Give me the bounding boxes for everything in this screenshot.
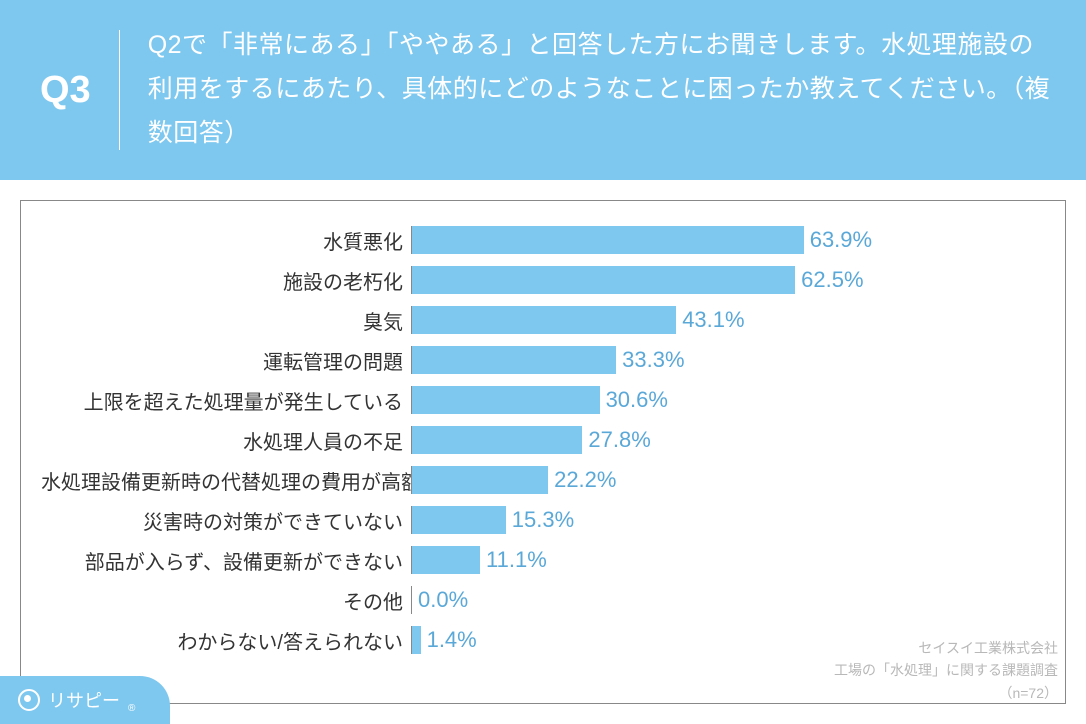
bar-track: 43.1% [411, 306, 1025, 334]
bar-row: 施設の老朽化 62.5% [41, 261, 1025, 299]
bar-label: 施設の老朽化 [41, 266, 411, 295]
bar-label: 臭気 [41, 306, 411, 335]
bar-value: 30.6% [600, 387, 668, 413]
bar-label: わからない/答えられない [41, 626, 411, 655]
credit-survey: 工場の「水処理」に関する課題調査 [834, 659, 1058, 681]
bar-value: 33.3% [616, 347, 684, 373]
chart-container: 水質悪化 63.9% 施設の老朽化 62.5% 臭気 43.1% 運転管理の問題 33.3% 上… [20, 200, 1066, 704]
bar-fill [412, 306, 676, 334]
question-text: Q2で「非常にある」「ややある」と回答した方にお聞きします。水処理施設の利用をす… [120, 24, 1056, 155]
bar-track: 22.2% [411, 466, 1025, 494]
bar-track: 33.3% [411, 346, 1025, 374]
bar-fill [412, 466, 548, 494]
bar-fill [412, 426, 582, 454]
logo-badge: リサピー ® [0, 676, 170, 724]
bar-value: 62.5% [795, 267, 863, 293]
bar-value: 22.2% [548, 467, 616, 493]
bar-label: 上限を超えた処理量が発生している [41, 386, 411, 415]
bar-label: 災害時の対策ができていない [41, 506, 411, 535]
bar-track: 63.9% [411, 226, 1025, 254]
bar-row: 上限を超えた処理量が発生している 30.6% [41, 381, 1025, 419]
footer-credit: セイスイ工業株式会社 工場の「水処理」に関する課題調査 （n=72） [834, 637, 1058, 704]
bar-value: 0.0% [412, 587, 468, 613]
bar-row: 水処理人員の不足 27.8% [41, 421, 1025, 459]
bar-value: 43.1% [676, 307, 744, 333]
logo-suffix: ® [128, 703, 135, 724]
bar-row: 水質悪化 63.9% [41, 221, 1025, 259]
chart-area: 水質悪化 63.9% 施設の老朽化 62.5% 臭気 43.1% 運転管理の問題 33.3% 上… [41, 221, 1025, 683]
bar-fill [412, 506, 506, 534]
bar-fill [412, 346, 616, 374]
bar-label: 運転管理の問題 [41, 346, 411, 375]
credit-company: セイスイ工業株式会社 [834, 637, 1058, 659]
bar-label: 部品が入らず、設備更新ができない [41, 546, 411, 575]
bar-fill [412, 226, 804, 254]
bar-value: 27.8% [582, 427, 650, 453]
logo-text: リサピー [48, 687, 120, 713]
question-header: Q3 Q2で「非常にある」「ややある」と回答した方にお聞きします。水処理施設の利… [0, 0, 1086, 180]
bar-track: 11.1% [411, 546, 1025, 574]
bar-label: 水処理人員の不足 [41, 426, 411, 455]
credit-sample: （n=72） [834, 682, 1058, 704]
bar-row: 災害時の対策ができていない 15.3% [41, 501, 1025, 539]
bar-fill [412, 626, 421, 654]
bar-row: 運転管理の問題 33.3% [41, 341, 1025, 379]
bar-track: 62.5% [411, 266, 1025, 294]
bar-fill [412, 546, 480, 574]
bar-track: 15.3% [411, 506, 1025, 534]
bar-value: 63.9% [804, 227, 872, 253]
bar-label: 水質悪化 [41, 226, 411, 255]
bar-label: 水処理設備更新時の代替処理の費用が高額 [41, 466, 411, 495]
bar-value: 1.4% [421, 627, 477, 653]
bar-track: 0.0% [411, 586, 1025, 614]
bar-row: 水処理設備更新時の代替処理の費用が高額 22.2% [41, 461, 1025, 499]
bar-track: 30.6% [411, 386, 1025, 414]
bar-row: その他0.0% [41, 581, 1025, 619]
bar-value: 11.1% [480, 547, 547, 573]
bar-row: 部品が入らず、設備更新ができない 11.1% [41, 541, 1025, 579]
bar-label: その他 [41, 586, 411, 615]
logo-icon [18, 689, 40, 711]
bar-fill [412, 386, 600, 414]
bar-row: 臭気 43.1% [41, 301, 1025, 339]
question-number: Q3 [40, 69, 119, 112]
bar-track: 27.8% [411, 426, 1025, 454]
bar-fill [412, 266, 795, 294]
bar-value: 15.3% [506, 507, 574, 533]
